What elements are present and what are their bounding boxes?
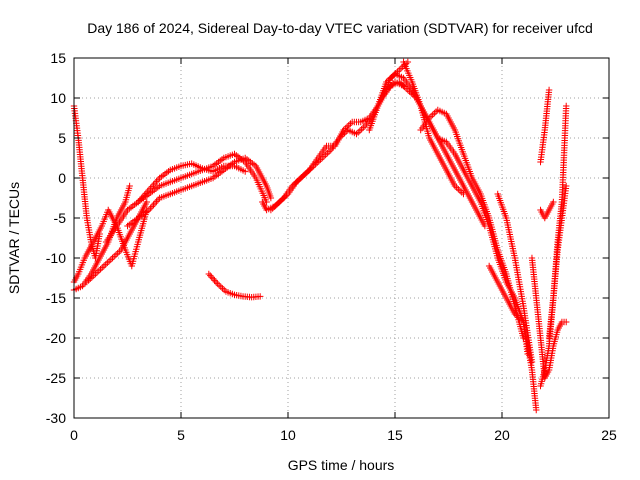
y-tick-label: -15 [46,290,66,306]
data-point [207,272,214,279]
series-13 [400,58,540,414]
data-point [242,168,249,175]
data-point [256,293,264,300]
x-tick-label: 10 [280,427,296,443]
data-points [70,58,570,414]
y-tick-label: -25 [46,370,66,386]
series-5 [102,150,270,246]
x-tick-label: 0 [70,427,78,443]
data-point [208,274,215,281]
x-tick-label: 20 [494,427,510,443]
y-tick-label: -20 [46,330,66,346]
data-point [528,358,536,366]
data-point [563,182,570,190]
y-tick-label: -10 [46,250,66,266]
data-point [545,86,553,94]
series-20 [537,198,557,222]
data-point [143,198,150,206]
y-tick-label: 10 [50,90,66,106]
series-15 [485,262,531,358]
x-axis-label: GPS time / hours [288,457,395,473]
y-tick-label: -5 [54,210,67,226]
data-point [563,102,570,110]
x-tick-label: 15 [387,427,403,443]
grid [74,58,609,418]
data-point [126,182,133,190]
data-point [211,277,218,284]
y-tick-label: 0 [58,170,66,186]
y-tick-label: 15 [50,50,66,66]
series-17 [528,254,570,382]
x-tick-label: 5 [177,427,185,443]
y-tick-label: 5 [58,130,66,146]
data-point [563,318,570,326]
series-7 [124,154,275,230]
x-tick-label: 25 [601,427,617,443]
plot-frame [73,57,610,419]
series-19 [545,102,570,342]
data-point [205,270,213,278]
data-point [267,194,275,202]
data-point [533,406,540,414]
data-point [209,275,217,282]
data-point [212,278,220,286]
series-8 [205,270,264,301]
series-16 [494,190,536,366]
y-tick-label: -30 [46,410,66,426]
series-2 [70,206,150,286]
axis-ticks: 0 5 10 15 20 25 -30 -25 -20 -15 -10 -5 0 5 10 15 [46,50,617,443]
series-14 [417,106,527,342]
y-axis-label: SDTVAR / TECUs [6,182,22,294]
series-21 [537,86,553,166]
data-point [550,198,557,206]
chart-title: Day 186 of 2024, Sidereal Day-to-day VTE… [87,20,593,36]
